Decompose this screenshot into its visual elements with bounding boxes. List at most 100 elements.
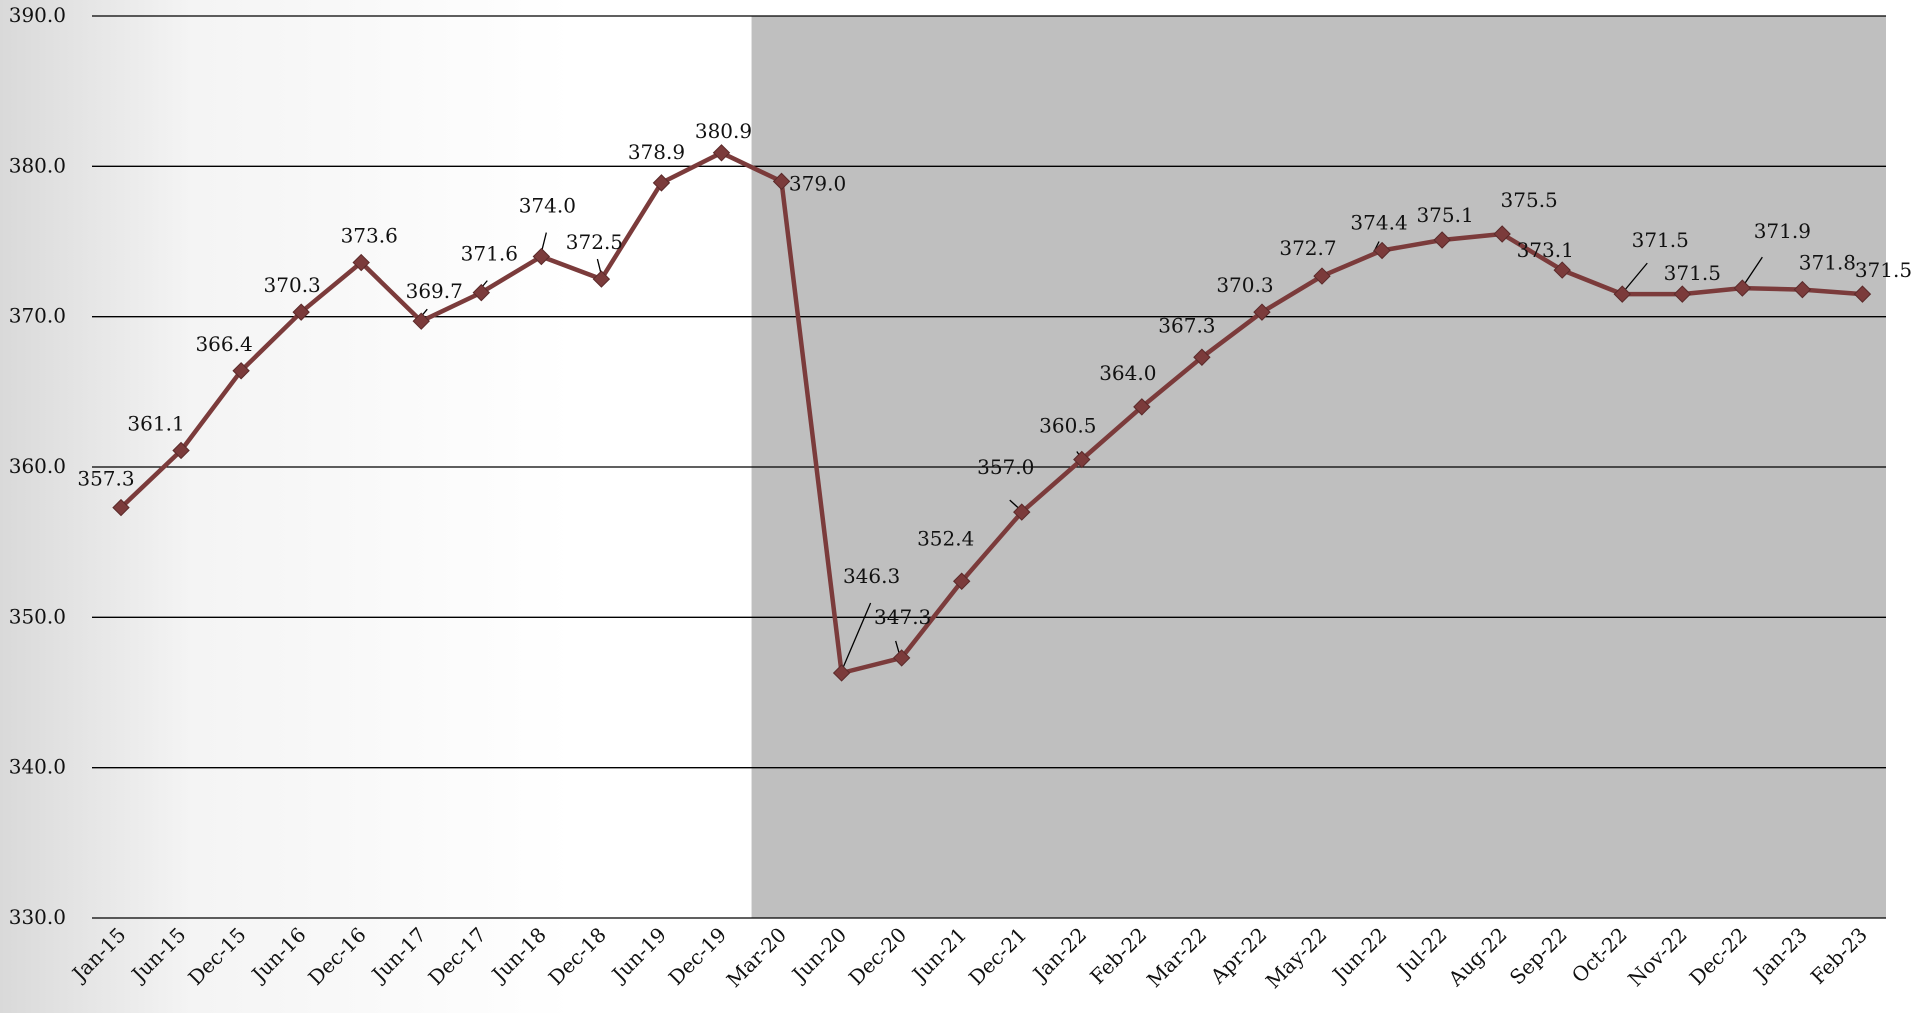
x-tick-label: Jun-18 xyxy=(486,923,551,988)
x-tick-label: Jun-21 xyxy=(906,923,971,988)
data-label: 371.8 xyxy=(1799,251,1856,275)
data-point-marker xyxy=(772,172,791,191)
x-tick-label: Dec-19 xyxy=(664,923,731,990)
data-label: 371.5 xyxy=(1855,258,1911,282)
data-label: 378.9 xyxy=(628,140,685,164)
x-tick-label: Oct-22 xyxy=(1567,923,1632,988)
data-label: 361.1 xyxy=(127,411,184,435)
x-tick-label: Nov-22 xyxy=(1623,923,1692,992)
x-tick-label: Jun-20 xyxy=(786,923,851,988)
y-tick-label: 380.0 xyxy=(9,153,66,177)
y-tick-label: 340.0 xyxy=(9,755,66,779)
data-point-marker xyxy=(1433,231,1451,249)
x-tick-label: Jun-16 xyxy=(246,923,311,988)
data-point-marker xyxy=(1313,267,1331,285)
data-label: 373.6 xyxy=(341,224,398,248)
x-tick-label: Sep-22 xyxy=(1505,923,1572,990)
x-tick-label: Jan-23 xyxy=(1748,923,1812,987)
gridlines xyxy=(92,15,1886,919)
x-tick-label: Mar-20 xyxy=(722,923,791,992)
data-point-marker xyxy=(1253,303,1271,321)
series-line xyxy=(119,150,1863,676)
data-point-marker xyxy=(952,572,971,590)
data-label: 370.3 xyxy=(264,273,321,297)
y-tick-label: 370.0 xyxy=(9,304,66,328)
data-point-marker xyxy=(652,174,671,192)
data-label: 367.3 xyxy=(1158,313,1215,337)
y-tick-label: 390.0 xyxy=(9,3,66,27)
data-label: 360.5 xyxy=(1039,413,1096,437)
data-point-marker xyxy=(1193,348,1211,366)
data-point-marker xyxy=(1613,285,1631,303)
data-label: 372.5 xyxy=(566,230,623,254)
y-tick-label: 360.0 xyxy=(9,454,66,478)
data-label: 375.1 xyxy=(1416,203,1473,227)
data-point-marker xyxy=(172,441,190,460)
data-point-marker xyxy=(292,303,310,321)
x-tick-label: Feb-22 xyxy=(1085,923,1151,989)
data-point-marker xyxy=(1553,261,1571,279)
data-label: 371.5 xyxy=(1664,261,1721,285)
x-tick-label: Dec-22 xyxy=(1685,923,1752,990)
data-point-marker xyxy=(352,253,370,272)
x-tick-label: Dec-21 xyxy=(964,923,1031,990)
data-point-marker xyxy=(412,312,430,330)
data-label: 364.0 xyxy=(1099,361,1156,385)
y-axis-ticks: 330.0 340.0 350.0 360.0 370.0 380.0 390.0 xyxy=(9,3,66,929)
data-label: 371.6 xyxy=(461,242,518,266)
data-label: 370.3 xyxy=(1216,273,1273,297)
data-labels: 357.3 361.1 366.4 370.3 373.6 369.7 371.6374.0… xyxy=(77,119,1911,629)
data-label: 374.0 xyxy=(519,194,576,218)
data-point-marker xyxy=(1133,398,1151,416)
data-label: 375.5 xyxy=(1501,188,1558,212)
x-tick-label: Aug-22 xyxy=(1443,923,1512,992)
data-label: 346.3 xyxy=(843,564,900,588)
data-point-marker xyxy=(1793,280,1812,299)
data-label: 380.9 xyxy=(695,119,752,143)
x-tick-label: Jun-22 xyxy=(1327,923,1392,988)
data-point-marker xyxy=(712,144,731,162)
label-leader-line xyxy=(1621,262,1648,294)
data-label: 352.4 xyxy=(917,526,974,550)
x-tick-label: Jun-17 xyxy=(366,923,431,988)
y-tick-label: 350.0 xyxy=(9,604,66,628)
data-point-marker xyxy=(1853,285,1872,303)
x-tick-label: Jun-19 xyxy=(606,923,671,988)
data-label: 369.7 xyxy=(406,279,463,303)
data-label: 366.4 xyxy=(195,332,252,356)
data-point-marker xyxy=(832,664,851,682)
x-tick-label: Jun-15 xyxy=(126,923,191,988)
x-tick-label: Jan-15 xyxy=(66,923,130,987)
data-point-marker xyxy=(1733,279,1752,297)
data-label: 347.3 xyxy=(874,605,931,629)
data-point-marker xyxy=(532,247,551,266)
data-label: 371.9 xyxy=(1754,219,1811,243)
data-label: 374.4 xyxy=(1350,211,1407,235)
label-leader-line xyxy=(841,602,872,672)
x-tick-label: Mar-22 xyxy=(1142,923,1211,992)
x-tick-label: Dec-15 xyxy=(183,923,250,990)
data-point-marker xyxy=(1373,241,1391,260)
x-tick-label: Apr-22 xyxy=(1205,923,1271,989)
x-tick-label: Dec-20 xyxy=(844,923,911,990)
data-label: 373.1 xyxy=(1517,238,1574,262)
data-label: 357.3 xyxy=(77,467,134,491)
data-point-marker xyxy=(592,270,611,288)
x-tick-label: May-22 xyxy=(1261,923,1332,994)
data-point-marker xyxy=(472,283,491,302)
data-point-marker xyxy=(232,362,250,380)
x-tick-label: Jan-22 xyxy=(1027,923,1091,987)
data-label: 357.0 xyxy=(977,455,1034,479)
data-point-marker xyxy=(892,649,911,667)
x-tick-label: Dec-16 xyxy=(303,923,370,990)
x-tick-label: Dec-18 xyxy=(544,923,611,990)
y-tick-label: 330.0 xyxy=(9,905,66,929)
data-label: 372.7 xyxy=(1279,236,1336,260)
data-point-marker xyxy=(1013,503,1031,521)
data-point-marker xyxy=(112,498,130,517)
data-point-marker xyxy=(1073,450,1091,469)
data-point-marker xyxy=(1673,285,1692,303)
series-markers xyxy=(112,144,1872,682)
